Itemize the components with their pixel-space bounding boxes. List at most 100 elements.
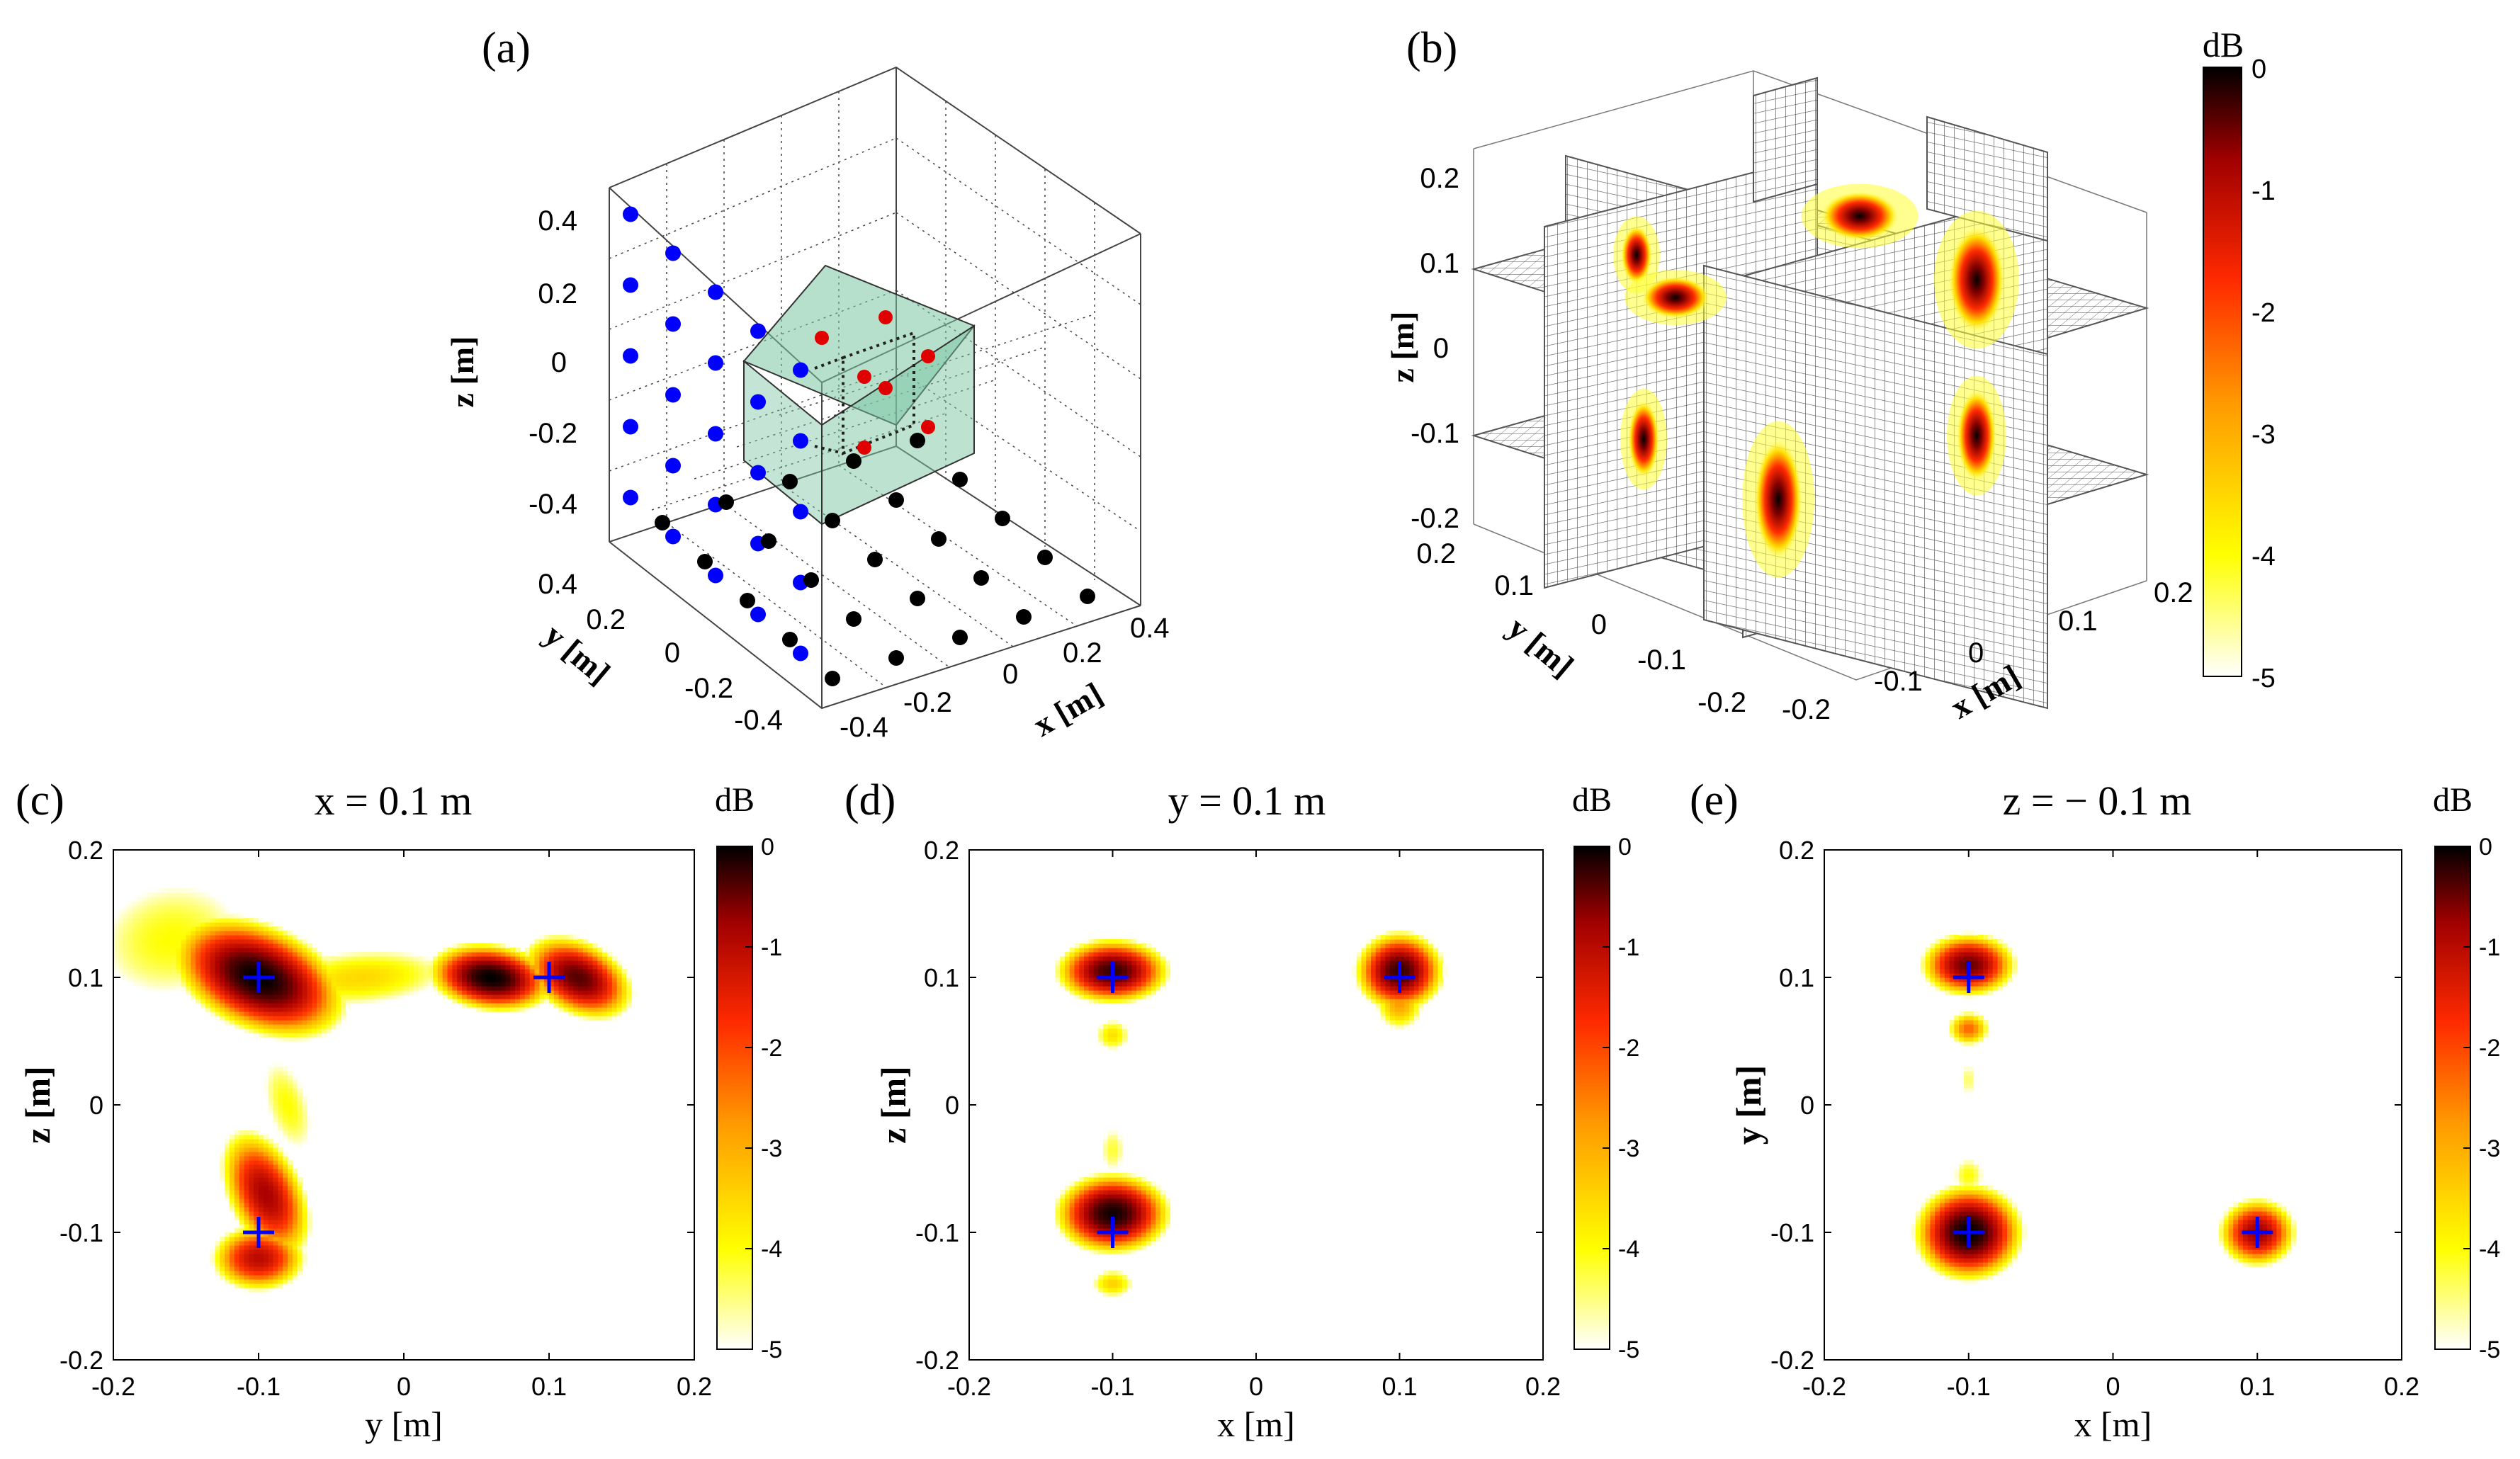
heat-cell <box>539 956 545 961</box>
heat-cell <box>307 1007 312 1012</box>
heat-cell <box>1126 969 1133 974</box>
heat-cell <box>225 1232 230 1237</box>
heat-cell <box>500 999 507 1004</box>
heat-cell <box>1954 1194 1960 1199</box>
heat-cell <box>230 1237 235 1242</box>
heat-cell <box>273 999 278 1004</box>
panel-c-cbtick-label: -1 <box>761 934 782 961</box>
heat-cell <box>1093 1245 1099 1250</box>
panel-d-colorbar-unit: dB <box>1572 781 1612 819</box>
heat-cell <box>486 990 492 995</box>
heat-cell <box>1165 969 1171 974</box>
heat-cell <box>1944 965 1950 970</box>
heat-cell <box>1963 1249 1970 1254</box>
heat-cell <box>283 1130 288 1135</box>
heat-cell <box>263 1207 269 1212</box>
heat-cell <box>558 956 565 961</box>
panel-d-ylabel: z [m] <box>874 1066 913 1144</box>
panel-b-ytick-4: -0.1 <box>1637 645 1686 676</box>
heat-cell <box>1065 965 1070 970</box>
heat-cell <box>2271 1258 2278 1263</box>
heat-cell <box>563 943 569 948</box>
heat-cell <box>162 973 167 978</box>
heat-cell <box>1390 1007 1396 1012</box>
heat-cell <box>1126 977 1133 982</box>
heat-cell <box>157 905 162 910</box>
heat-cell <box>2002 1232 2008 1237</box>
heat-cell <box>1074 952 1080 957</box>
heat-cell <box>1437 973 1443 978</box>
heat-cell <box>626 994 632 999</box>
heat-cell <box>225 1249 230 1254</box>
heat-cell <box>587 994 594 999</box>
heat-cell <box>626 977 632 982</box>
heat-cell <box>1084 977 1090 982</box>
heat-cell <box>365 994 371 999</box>
heat-cell <box>568 952 574 957</box>
heat-cell <box>1084 1186 1090 1191</box>
heat-cell <box>1954 1203 1960 1208</box>
heat-cell <box>500 973 507 978</box>
heat-cell <box>563 977 569 982</box>
heat-cell <box>200 914 206 919</box>
heat-cell <box>1088 939 1095 944</box>
heat-cell <box>394 952 400 957</box>
heat-cell <box>2252 1245 2258 1250</box>
heat-cell <box>1107 1292 1114 1297</box>
heat-cell <box>283 1088 288 1093</box>
heat-cell <box>399 977 405 982</box>
heat-cell <box>486 982 492 987</box>
heat-cell <box>404 977 409 982</box>
heat-cell <box>437 969 443 974</box>
heat-cell <box>1122 1041 1128 1046</box>
heat-cell <box>481 956 487 961</box>
heat-cell <box>1987 960 1994 965</box>
heat-cell <box>273 1101 278 1106</box>
heat-cell <box>220 918 225 923</box>
heat-cell <box>558 969 565 974</box>
heat-cell <box>1925 1215 1931 1220</box>
heat-cell <box>1997 952 2003 957</box>
heat-cell <box>191 986 196 991</box>
heat-cell <box>447 982 453 987</box>
heat-cell <box>442 969 448 974</box>
heat-cell <box>1963 1237 1970 1242</box>
heat-cell <box>283 1024 288 1029</box>
heat-cell <box>225 1254 230 1259</box>
heat-cell <box>1959 1237 1965 1242</box>
heat-cell <box>205 905 211 910</box>
heat-cell <box>1131 1207 1137 1212</box>
heat-cell <box>307 952 312 957</box>
heat-cell <box>317 1020 322 1025</box>
heat-cell <box>1973 969 1979 974</box>
heat-cell <box>389 956 395 961</box>
heat-cell <box>239 1258 245 1263</box>
heat-cell <box>230 1164 235 1169</box>
heat-cell <box>1361 982 1367 987</box>
heat-cell <box>1959 1249 1965 1254</box>
panel-a-xtick-5: 0.4 <box>1130 613 1170 644</box>
heat-cell <box>2257 1262 2263 1267</box>
heat-cell <box>341 1003 346 1008</box>
heat-cell <box>1954 943 1960 948</box>
heat-cell <box>1983 1228 1989 1233</box>
heat-cell <box>1978 952 1984 957</box>
heat-cell <box>220 952 225 957</box>
heat-cell <box>1079 1207 1085 1212</box>
heat-cell <box>1375 969 1382 974</box>
heat-cell <box>278 956 283 961</box>
heat-cell <box>379 994 385 999</box>
panel-a-point-blue <box>708 284 723 300</box>
heat-cell <box>1079 1177 1085 1182</box>
heat-cell <box>128 969 133 974</box>
heat-cell <box>307 1130 312 1135</box>
heat-cell <box>1968 1033 1974 1038</box>
heat-cell <box>500 977 507 982</box>
heat-cell <box>230 1190 235 1195</box>
heat-cell <box>365 982 371 987</box>
heat-cell <box>2002 1194 2008 1199</box>
heat-cell <box>2002 1207 2008 1212</box>
heat-cell <box>1997 1232 2003 1237</box>
heat-cell <box>215 914 220 919</box>
heat-cell <box>1141 960 1147 965</box>
